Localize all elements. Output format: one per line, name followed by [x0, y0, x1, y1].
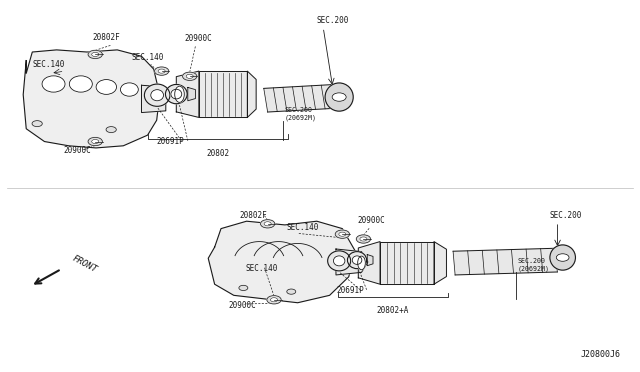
Text: 20900C: 20900C — [228, 301, 256, 310]
Polygon shape — [264, 85, 335, 112]
Circle shape — [92, 52, 99, 57]
Ellipse shape — [96, 80, 116, 94]
Ellipse shape — [333, 256, 345, 266]
Text: SEC.200
(20692M): SEC.200 (20692M) — [518, 258, 550, 272]
Text: SEC.140: SEC.140 — [287, 223, 319, 232]
Circle shape — [154, 67, 169, 75]
Text: FRONT: FRONT — [71, 254, 99, 274]
Polygon shape — [141, 85, 166, 113]
Circle shape — [360, 237, 367, 241]
Circle shape — [339, 232, 346, 236]
Text: 20900C: 20900C — [63, 147, 92, 155]
Text: 20802F: 20802F — [92, 33, 120, 42]
Ellipse shape — [328, 251, 351, 271]
Circle shape — [182, 72, 197, 80]
Text: 20802+A: 20802+A — [376, 307, 409, 315]
Circle shape — [186, 74, 193, 78]
Circle shape — [260, 219, 275, 228]
Ellipse shape — [348, 251, 367, 269]
Polygon shape — [176, 71, 199, 118]
Ellipse shape — [239, 285, 248, 291]
Text: SEC.140: SEC.140 — [131, 53, 164, 62]
Circle shape — [356, 235, 371, 243]
Ellipse shape — [287, 289, 296, 294]
Circle shape — [264, 222, 271, 226]
Polygon shape — [23, 50, 160, 148]
Ellipse shape — [332, 93, 346, 101]
Text: 20900C: 20900C — [357, 216, 385, 225]
Text: 20900C: 20900C — [185, 35, 212, 44]
Ellipse shape — [166, 84, 187, 104]
Ellipse shape — [352, 256, 362, 264]
Ellipse shape — [106, 126, 116, 132]
Text: J20800J6: J20800J6 — [580, 350, 620, 359]
Circle shape — [158, 69, 165, 73]
Text: SEC.200: SEC.200 — [317, 16, 349, 25]
Ellipse shape — [556, 254, 569, 261]
Text: SEC.200
(20692M): SEC.200 (20692M) — [285, 107, 317, 121]
Ellipse shape — [32, 121, 42, 126]
Polygon shape — [358, 241, 380, 284]
Polygon shape — [336, 249, 368, 275]
Ellipse shape — [175, 86, 184, 102]
Circle shape — [267, 296, 281, 304]
Text: 20691P: 20691P — [337, 286, 365, 295]
Text: SEC.140: SEC.140 — [33, 60, 65, 70]
Circle shape — [92, 140, 99, 144]
Polygon shape — [208, 221, 355, 303]
Ellipse shape — [550, 245, 575, 270]
Ellipse shape — [358, 256, 365, 270]
Circle shape — [88, 137, 102, 146]
Text: 20802F: 20802F — [239, 211, 267, 219]
Ellipse shape — [145, 84, 170, 106]
Ellipse shape — [42, 76, 65, 92]
Ellipse shape — [171, 89, 182, 99]
Ellipse shape — [151, 90, 164, 101]
Text: 20802: 20802 — [206, 149, 229, 158]
Text: 20691P: 20691P — [156, 138, 184, 147]
Polygon shape — [199, 71, 247, 118]
Circle shape — [271, 298, 278, 302]
Polygon shape — [434, 241, 447, 284]
Text: SEC.140: SEC.140 — [245, 264, 277, 273]
Ellipse shape — [325, 83, 353, 111]
Polygon shape — [188, 87, 195, 101]
Polygon shape — [453, 248, 557, 275]
Ellipse shape — [69, 76, 92, 92]
Polygon shape — [247, 71, 256, 118]
Circle shape — [335, 230, 349, 238]
Polygon shape — [380, 241, 434, 284]
Text: SEC.200: SEC.200 — [550, 211, 582, 219]
Circle shape — [88, 50, 102, 58]
Polygon shape — [367, 254, 373, 266]
Ellipse shape — [120, 83, 138, 96]
